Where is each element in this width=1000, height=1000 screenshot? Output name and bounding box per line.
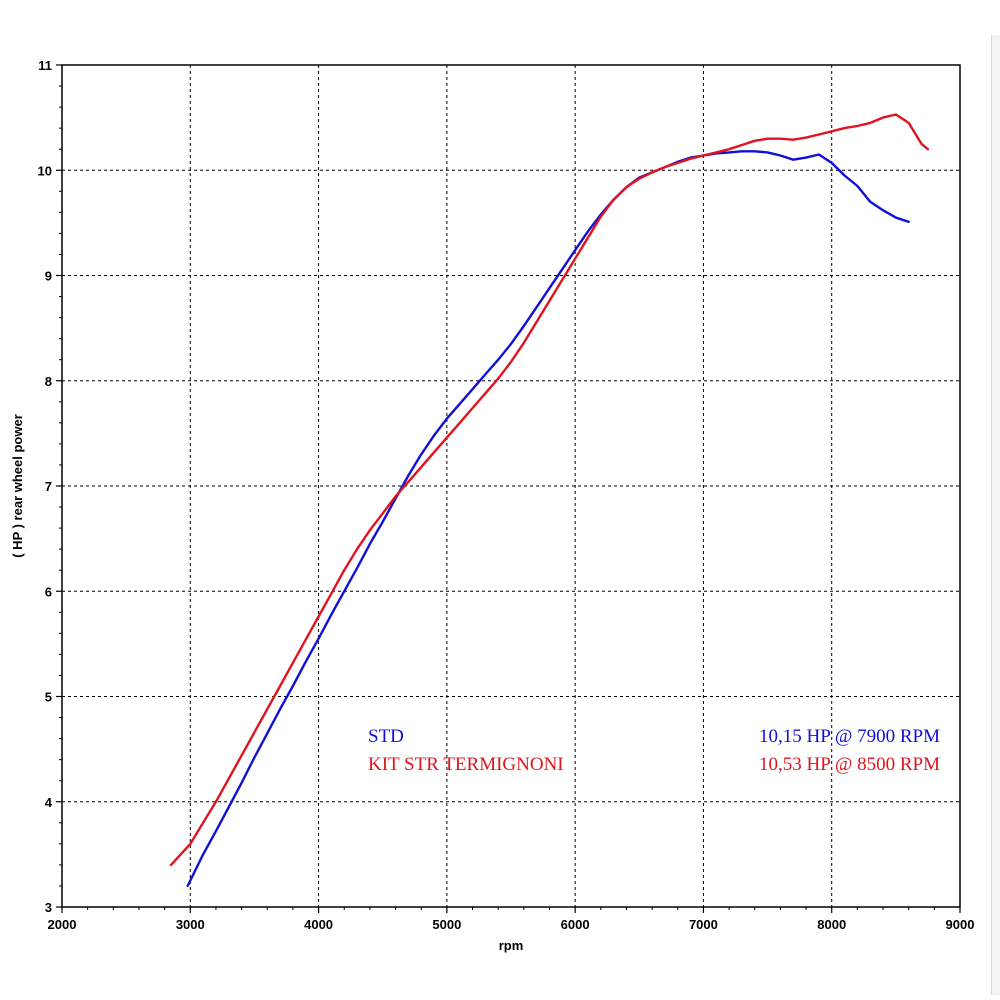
y-tick-label-4: 4 — [45, 795, 53, 810]
legend-label-termignoni: KIT STR TERMIGNONI — [368, 754, 564, 775]
legend-label-std: STD — [368, 726, 404, 747]
x-tick-label-6000: 6000 — [561, 917, 590, 932]
legend-value-termignoni: 10,53 HP @ 8500 RPM — [759, 754, 940, 775]
legend: STD 10,15 HP @ 7900 RPM KIT STR TERMIGNO… — [368, 726, 940, 775]
x-tick-label-7000: 7000 — [689, 917, 718, 932]
x-tick-label-3000: 3000 — [176, 917, 205, 932]
series-line-std — [186, 150, 910, 888]
x-tick-labels: 2000 3000 4000 5000 6000 7000 8000 9000 — [48, 917, 975, 932]
legend-value-std: 10,15 HP @ 7900 RPM — [759, 726, 940, 747]
x-tick-label-8000: 8000 — [817, 917, 846, 932]
y-tick-label-10: 10 — [38, 163, 52, 178]
series-lines — [169, 113, 930, 888]
y-tick-label-3: 3 — [45, 900, 52, 915]
y-tick-label-8: 8 — [45, 374, 52, 389]
y-tick-label-9: 9 — [45, 269, 52, 284]
y-tick-label-5: 5 — [45, 690, 52, 705]
x-axis-title: rpm — [499, 938, 524, 953]
plot-area — [61, 64, 961, 908]
minor-ticks — [56, 64, 961, 913]
y-axis-title: ( HP ) rear wheel power — [10, 414, 25, 558]
x-tick-label-2000: 2000 — [48, 917, 77, 932]
x-tick-label-5000: 5000 — [432, 917, 461, 932]
grid — [62, 65, 960, 907]
y-tick-labels: 3 4 5 6 7 8 9 10 11 — [38, 58, 53, 915]
y-tick-label-6: 6 — [45, 584, 52, 599]
y-tick-label-7: 7 — [45, 479, 52, 494]
y-tick-label-11: 11 — [38, 58, 52, 73]
x-tick-label-9000: 9000 — [946, 917, 975, 932]
right-border-strip — [991, 35, 1000, 995]
x-tick-label-4000: 4000 — [304, 917, 333, 932]
series-line-kit-str-termignoni — [169, 113, 930, 867]
